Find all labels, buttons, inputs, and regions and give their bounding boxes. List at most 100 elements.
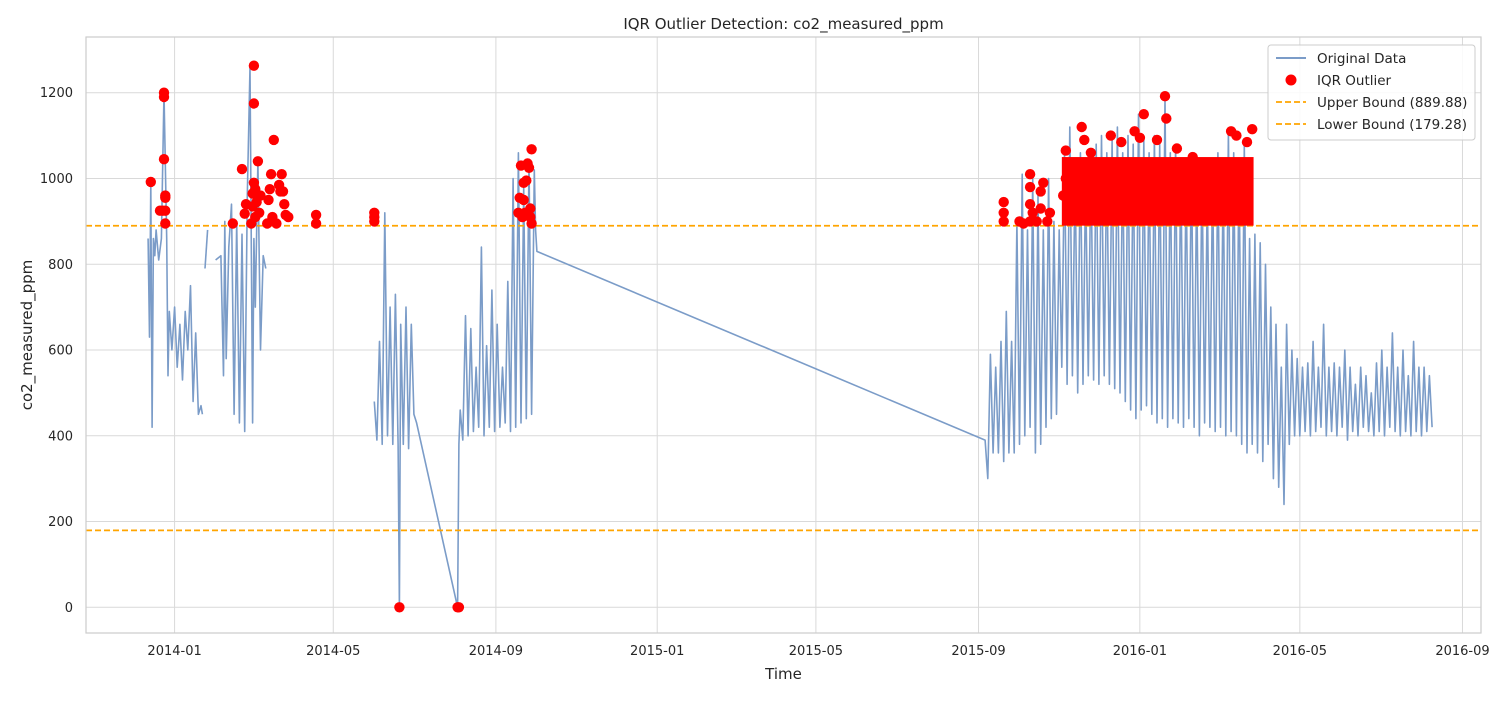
outlier-point-17: [248, 60, 260, 71]
y-tick-label-4: 800: [48, 258, 73, 273]
outlier-point-9: [160, 218, 171, 229]
y-tick-label-3: 600: [48, 344, 73, 359]
outlier-point-83: [1085, 147, 1097, 158]
outlier-point-47: [453, 602, 465, 613]
legend-box: [1267, 44, 1476, 141]
legend-swatch-iqr-outlier: [1285, 74, 1297, 86]
outlier-point-27: [263, 194, 274, 206]
outlier-point-53: [518, 194, 529, 206]
outlier-point-11: [236, 163, 248, 175]
y-tick-label-2: 400: [48, 429, 73, 444]
legend-label-original-data: Original Data: [1317, 51, 1406, 67]
y-tick-label-5: 1000: [40, 172, 73, 187]
outlier-point-18: [248, 98, 260, 109]
outlier-point-23: [252, 156, 264, 167]
outlier-point-88: [1138, 109, 1150, 120]
outlier-point-39: [283, 211, 294, 223]
outlier-point-82: [1079, 134, 1090, 146]
outlier-point-90: [1159, 91, 1171, 102]
outlier-point-89: [1151, 134, 1163, 146]
outlier-point-94: [1200, 171, 1212, 182]
x-axis-label: Time: [764, 665, 802, 683]
outlier-point-79: [1060, 173, 1072, 184]
outlier-point-58: [525, 203, 536, 214]
x-tick-label-7: 2016-05: [1273, 644, 1327, 659]
outlier-point-37: [279, 199, 290, 210]
outlier-point-70: [1024, 169, 1036, 180]
outlier-point-10: [227, 218, 238, 229]
outlier-point-85: [1116, 136, 1127, 148]
original-data-line-segment-1: [204, 229, 209, 269]
outlier-point-29: [265, 169, 277, 180]
outlier-point-80: [1060, 145, 1072, 156]
outlier-point-99: [1247, 124, 1258, 135]
outlier-point-73: [1035, 203, 1046, 214]
outlier-point-0: [145, 176, 156, 188]
outlier-point-25: [255, 190, 266, 201]
original-data-line-segment-3: [373, 96, 1433, 609]
outlier-point-72: [1031, 216, 1042, 227]
outlier-point-45: [394, 602, 405, 613]
x-tick-label-2: 2014-09: [469, 644, 523, 659]
outlier-point-84: [1105, 130, 1117, 141]
outlier-point-28: [264, 184, 275, 195]
y-tick-label-0: 0: [65, 601, 73, 616]
outlier-point-81: [1076, 121, 1087, 133]
plot-frame: [85, 36, 1482, 634]
x-tick-label-3: 2015-01: [630, 644, 684, 659]
outlier-point-12: [239, 208, 250, 219]
x-tick-label-1: 2014-05: [306, 644, 360, 659]
outlier-point-61: [526, 218, 537, 229]
original-data-line-segment-0: [147, 91, 204, 429]
outlier-point-57: [523, 162, 535, 173]
outlier-point-31: [268, 134, 279, 146]
legend-label-upper-bound: Upper Bound (889.88): [1317, 95, 1467, 111]
outlier-point-32: [271, 218, 282, 229]
outlier-point-91: [1161, 113, 1172, 124]
outlier-point-62: [998, 216, 1009, 227]
outlier-point-69: [1024, 181, 1036, 193]
y-tick-label-1: 200: [48, 515, 73, 530]
outlier-point-35: [276, 169, 287, 180]
outlier-point-68: [1024, 199, 1036, 210]
outlier-point-44: [369, 216, 380, 227]
outlier-point-76: [1042, 216, 1053, 227]
y-axis-label: co2_measured_ppm: [18, 260, 37, 411]
outlier-point-97: [1231, 130, 1242, 141]
outlier-point-3: [158, 154, 170, 165]
outlier-point-63: [998, 207, 1009, 218]
outlier-point-41: [310, 218, 322, 229]
outlier-point-24: [254, 207, 265, 218]
outlier-point-71: [1027, 207, 1038, 218]
ticks: 2014-01 2014-05 2014-09 2015-01 2015-05 2015-…: [40, 86, 1490, 659]
outlier-point-55: [521, 175, 532, 186]
y-tick-label-6: 1200: [40, 86, 73, 101]
x-tick-label-0: 2014-01: [147, 644, 201, 659]
outlier-point-7: [160, 190, 171, 201]
outlier-point-60: [526, 144, 537, 155]
outlier-point-92: [1171, 143, 1183, 154]
outlier-point-87: [1134, 132, 1146, 143]
legend-label-iqr-outlier: IQR Outlier: [1317, 73, 1392, 89]
data-layer: [86, 60, 1481, 613]
x-tick-label-5: 2015-09: [951, 644, 1005, 659]
outlier-point-40: [310, 209, 322, 221]
outlier-point-8: [160, 205, 171, 216]
chart-title: IQR Outlier Detection: co2_measured_ppm: [623, 15, 943, 34]
outlier-point-95: [1215, 166, 1226, 178]
outlier-point-36: [277, 186, 289, 197]
outlier-point-74: [1035, 186, 1046, 197]
outlier-point-64: [998, 196, 1009, 208]
outlier-point-98: [1241, 136, 1253, 148]
x-tick-label-6: 2016-01: [1113, 644, 1167, 659]
outlier-point-78: [1058, 190, 1069, 201]
outlier-point-93: [1187, 151, 1198, 163]
outlier-point-75: [1038, 177, 1049, 188]
x-tick-label-8: 2016-09: [1435, 644, 1489, 659]
outlier-point-77: [1044, 207, 1056, 218]
x-tick-label-4: 2015-05: [789, 644, 843, 659]
legend: Original Data IQR Outlier Upper Bound (8…: [1267, 44, 1476, 141]
legend-label-lower-bound: Lower Bound (179.28): [1317, 117, 1467, 133]
